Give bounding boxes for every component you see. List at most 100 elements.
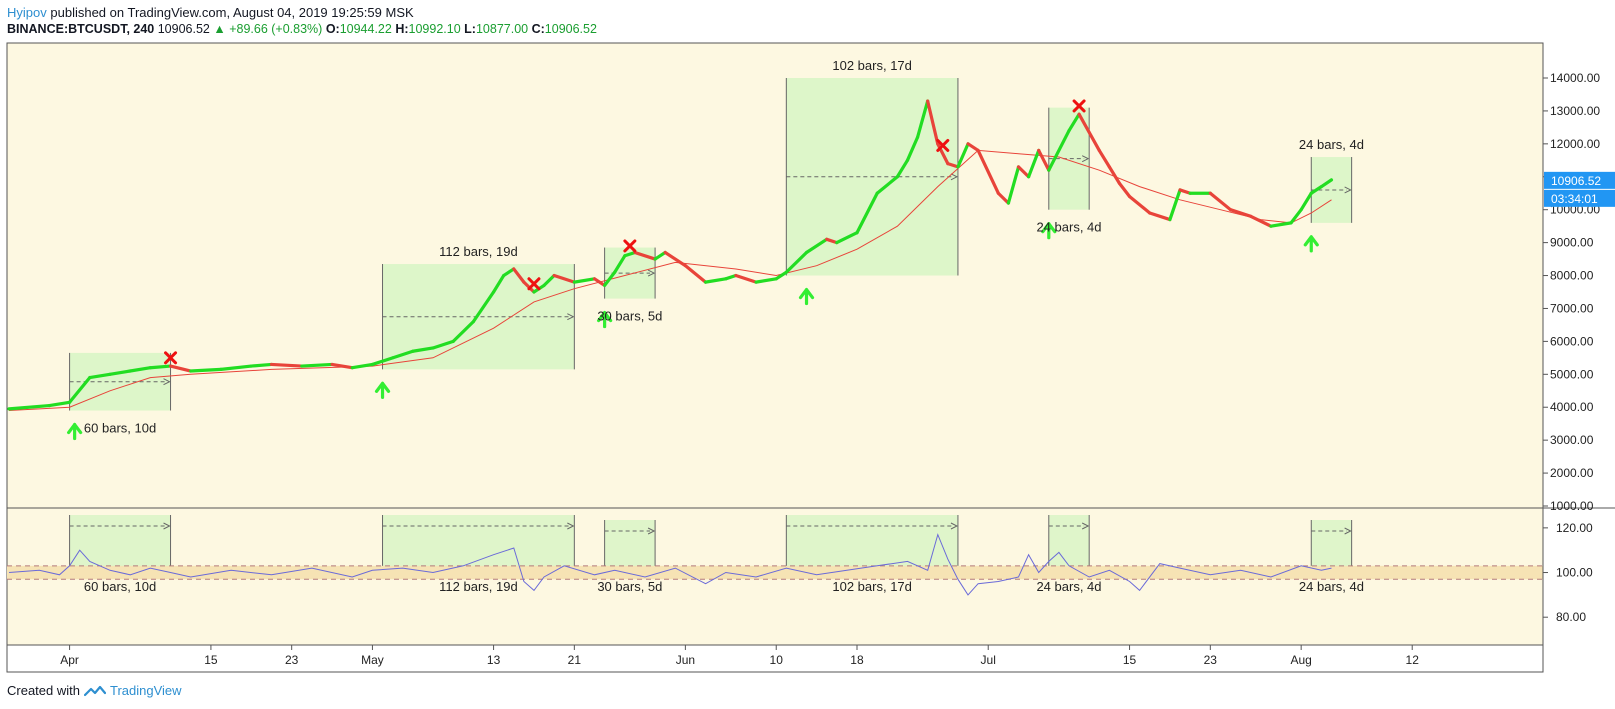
- price-tick-label: 12000.00: [1550, 137, 1600, 151]
- last-price-tag-label: 10906.52: [1551, 174, 1601, 188]
- trend-up-segment: [572, 277, 597, 284]
- countdown-tag-label: 03:34:01: [1551, 192, 1598, 206]
- sell-x-icon: [1072, 99, 1086, 113]
- annotation-labels: 60 bars, 10d 60 bars, 10d 112 bars, 19d 112…: [84, 58, 1364, 594]
- high-value: 10992.10: [408, 22, 461, 36]
- trend-up-segment: [855, 191, 879, 235]
- trend-up-segment: [1269, 221, 1293, 228]
- time-tick-label: May: [361, 653, 384, 667]
- osc-annotation-label: 24 bars, 4d: [1036, 579, 1101, 594]
- trend-up-segment: [1027, 148, 1041, 179]
- trend-down-segment: [1148, 211, 1172, 222]
- measure-arrow-head: [163, 378, 171, 386]
- trend-down-segment: [1037, 148, 1051, 172]
- osc-annotation-label: 24 bars, 4d: [1299, 579, 1364, 594]
- measure-arrow-head: [567, 313, 575, 321]
- osc-measure-arrow-head: [950, 522, 959, 530]
- price-tick-label: 7000.00: [1550, 301, 1594, 315]
- trend-up-segment: [491, 273, 506, 294]
- osc-measure-box: [786, 515, 958, 571]
- last-price: 10906.52: [157, 22, 210, 36]
- sell-x-icon: [936, 138, 950, 152]
- trend-down-segment: [552, 273, 576, 284]
- publish-line: Hyipov published on TradingView.com, Aug…: [7, 4, 597, 21]
- trend-down-segment: [825, 237, 839, 245]
- trend-down-segment: [168, 364, 193, 373]
- trend-down-segment: [683, 264, 708, 284]
- time-tick-label: 15: [204, 653, 218, 667]
- osc-measure-arrow-head: [647, 527, 656, 535]
- trend-down-segment: [663, 250, 687, 268]
- trend-up-segment: [774, 270, 788, 281]
- price-tick-label: 1000.00: [1550, 499, 1594, 513]
- trend-up-segment: [1168, 188, 1182, 222]
- sell-x-icon: [164, 351, 178, 365]
- price-pane: [7, 99, 1334, 411]
- trend-down-segment: [1077, 112, 1101, 153]
- trend-up-segment: [300, 362, 334, 368]
- author-link[interactable]: Hyipov: [7, 5, 47, 20]
- buy-arrow-icon: [1041, 222, 1057, 240]
- trend-up-segment: [835, 231, 859, 245]
- trend-down-segment: [1117, 181, 1132, 199]
- trend-down-segment: [1249, 214, 1273, 228]
- trend-up-segment: [754, 277, 778, 284]
- trend-down-segment: [512, 267, 526, 284]
- trend-up-segment: [1289, 208, 1303, 225]
- footer: Created with TradingView: [7, 683, 182, 698]
- annotation-label: 112 bars, 19d: [439, 244, 518, 259]
- trend-up-segment: [603, 270, 617, 288]
- trend-up-segment: [471, 290, 496, 324]
- sell-x-icon: [527, 277, 541, 291]
- open-label: O:: [325, 22, 340, 36]
- trend-down-segment: [976, 148, 1000, 195]
- time-tick-label: Jul: [981, 653, 996, 667]
- countdown-tag: [1544, 189, 1615, 207]
- trend-down-segment: [330, 362, 354, 370]
- osc-measure-box: [1311, 520, 1352, 571]
- time-tick-label: 21: [568, 653, 582, 667]
- trend-down-segment: [1127, 194, 1152, 215]
- buy-arrow-icon: [67, 422, 83, 441]
- osc-measure-box: [69, 515, 171, 571]
- annotation-label: 102 bars, 17d: [832, 58, 912, 73]
- buy-arrow-icon: [1303, 235, 1319, 253]
- time-tick-label: Apr: [60, 653, 79, 667]
- trend-down-segment: [734, 273, 758, 284]
- oscillator-line: [8, 533, 1332, 596]
- trend-up-segment: [956, 142, 970, 169]
- time-tick-label: 15: [1123, 653, 1137, 667]
- trend-up-segment: [915, 99, 930, 139]
- trend-down-segment: [592, 277, 607, 288]
- annotation-label: 60 bars, 10d: [84, 421, 156, 436]
- tradingview-brand[interactable]: TradingView: [109, 683, 182, 698]
- trend-up-segment: [431, 339, 455, 350]
- osc-annotation-label: 30 bars, 5d: [597, 579, 662, 594]
- osc-tick-label: 120.00: [1556, 521, 1593, 535]
- trend-up-segment: [784, 250, 809, 274]
- signal-markers: [67, 99, 1319, 441]
- buy-arrow-icon: [374, 381, 391, 399]
- annotation-label: 24 bars, 4d: [1299, 137, 1364, 152]
- time-tick-label: 13: [487, 653, 501, 667]
- trend-up-segment: [623, 250, 637, 258]
- measure-arrow-head: [1081, 155, 1090, 163]
- osc-measure-box: [382, 515, 575, 571]
- trend-up-segment: [370, 356, 395, 367]
- buy-arrow-icon: [798, 287, 815, 306]
- trend-up-segment: [502, 267, 516, 278]
- trend-up-segment: [1047, 129, 1071, 172]
- trend-up-segment: [411, 346, 435, 353]
- price-tick-label: 8000.00: [1550, 269, 1594, 283]
- trend-down-segment: [1228, 208, 1253, 218]
- trend-down-segment: [1097, 148, 1111, 169]
- time-tick-label: 18: [850, 653, 864, 667]
- symbol-label[interactable]: BINANCE:BTCUSDT, 240: [7, 22, 155, 36]
- tradingview-logo-icon: [83, 685, 106, 696]
- measure-arrow-head: [1344, 186, 1352, 194]
- time-tick-label: Jun: [676, 653, 695, 667]
- price-tick-label: 2000.00: [1550, 466, 1594, 480]
- measure-arrow-head: [647, 269, 656, 277]
- trend-up-segment: [148, 364, 173, 370]
